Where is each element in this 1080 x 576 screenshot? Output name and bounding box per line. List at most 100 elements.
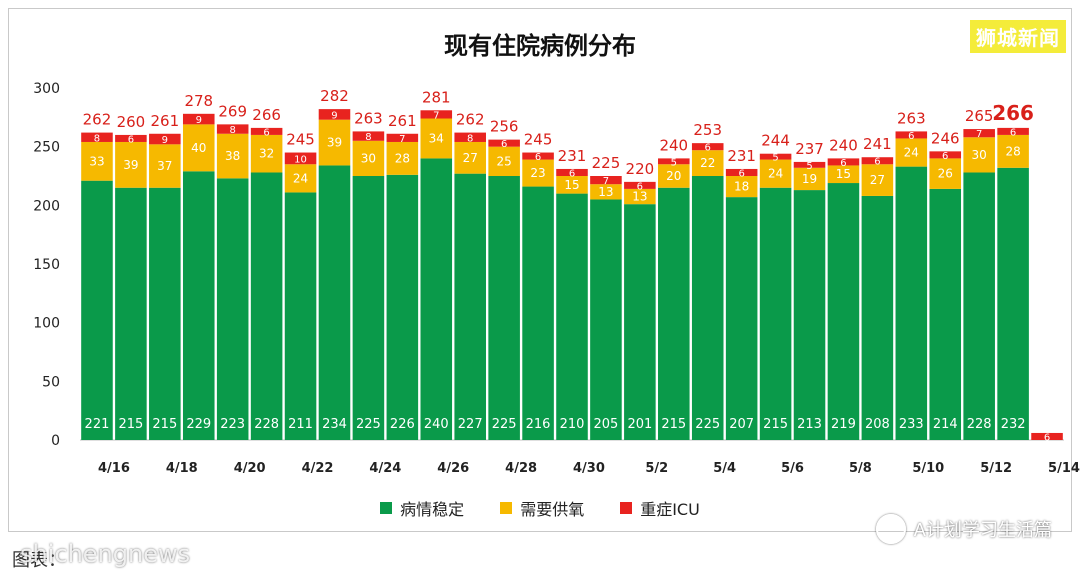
bar-label-icu: 6 [1044,432,1050,443]
bar-label-stable: 216 [526,417,551,432]
bar-segment-stable [759,187,792,440]
bar-total-label: 265 [965,107,994,125]
x-tick-label: 4/26 [437,461,469,476]
bar-total-label: 240 [829,136,858,154]
bar-segment-stable [861,195,894,440]
bar-total-label: 266 [252,106,281,124]
bar-total-label: 240 [659,136,688,154]
y-tick-label: 200 [33,198,60,214]
bar-segment-oxygen [895,138,928,167]
bar-total-label: 260 [117,113,146,131]
bar-total-label: 281 [422,88,451,106]
bar-label-stable: 210 [560,417,585,432]
bar-segment-stable [658,187,690,440]
bar-segment-icu [182,113,215,125]
y-tick-label: 150 [33,257,60,273]
y-tick-label: 50 [42,374,60,390]
bar-label-icu: 6 [637,181,643,192]
bar-label-icu: 6 [738,168,744,179]
x-tick-label: 5/4 [713,461,736,476]
bar-segment-oxygen [522,159,554,187]
watermark-site: shichengnews [20,540,191,568]
bar-segment-icu [759,153,792,160]
bar-label-oxygen: 13 [632,190,647,204]
bar-segment-stable [318,165,351,440]
bar-label-icu: 6 [535,152,541,163]
bar-segment-icu [658,158,690,165]
bar-total-label: 278 [184,92,213,110]
bar-label-oxygen: 22 [700,156,715,170]
bar-label-stable: 201 [627,417,652,432]
bar-label-stable: 215 [661,417,686,432]
bar-segment-oxygen [556,176,588,194]
bar-label-oxygen: 24 [904,146,919,160]
bar-segment-oxygen [284,164,317,193]
bar-segment-icu [352,131,385,141]
x-tick-label: 5/2 [645,461,668,476]
bar-segment-icu [997,127,1029,135]
bar-segment-icu [793,161,826,168]
bar-segment-oxygen [861,164,894,196]
bar-label-oxygen: 34 [429,131,444,145]
bar-label-stable: 213 [797,417,822,432]
bar-segment-icu [250,127,283,135]
bar-segment-icu [216,124,249,134]
bar-label-stable: 233 [899,417,924,432]
x-tick-label: 4/18 [166,461,198,476]
y-tick-label: 250 [33,140,60,156]
bar-label-oxygen: 38 [225,149,240,163]
bar-label-stable: 208 [865,417,890,432]
bar-segment-oxygen [149,144,181,188]
legend-swatch-stable [380,502,393,514]
bar-segment-oxygen [997,134,1029,168]
bar-segment-icu [420,110,453,119]
bar-total-label: 246 [931,129,960,147]
bar-label-icu: 5 [671,157,677,168]
x-tick-label: 4/20 [234,461,266,476]
bar-label-icu: 6 [840,158,846,169]
bar-segment-oxygen [793,167,826,191]
bar-label-oxygen: 15 [836,167,851,181]
bar-total-label: 262 [456,111,485,129]
bar-total-label: 282 [320,87,349,105]
bar-label-oxygen: 23 [530,166,545,180]
bar-label-stable: 221 [85,417,110,432]
bar-label-oxygen: 27 [463,151,478,165]
bar-segment-icu [115,134,147,142]
bar-total-label: 225 [592,154,621,172]
bar-label-stable: 229 [186,417,211,432]
bar-segment-stable [488,176,520,440]
bar-total-label: 245 [524,131,553,149]
bar-label-stable: 228 [967,417,992,432]
bar-label-stable: 225 [356,417,381,432]
bar-segment-icu [284,152,317,165]
bar-segment-stable [250,172,283,441]
bar-label-stable: 232 [1001,417,1026,432]
bar-segment-icu [861,157,894,165]
bar-label-icu: 6 [874,157,880,168]
bar-segment-icu [149,133,181,145]
bar-label-icu: 7 [433,110,439,121]
x-tick-label: 4/28 [505,461,537,476]
x-tick-label: 4/16 [98,461,130,476]
bar-segment-oxygen [691,150,724,176]
legend-label-oxygen: 需要供氧 [520,500,585,519]
bar-segment-icu [691,143,724,151]
bar-label-oxygen: 24 [293,171,308,185]
bar-label-icu: 6 [942,151,948,162]
bar-segment-stable [216,178,249,440]
bar-label-stable: 219 [831,417,856,432]
x-tick-label: 5/10 [912,461,944,476]
bar-segment-icu [522,152,554,160]
bar-segment-oxygen [759,159,792,188]
bar-label-oxygen: 39 [123,158,138,172]
bar-total-label: 231 [727,147,756,165]
wechat-watermark: A计划学习生活篇 [875,514,1052,544]
bar-segment-stable [454,173,486,441]
bar-segment-oxygen [590,184,622,200]
bar-segment-stable [182,171,215,440]
bar-segment-stable [691,176,724,440]
bar-segment-oxygen [115,141,147,188]
source-label: 图表： [12,550,66,571]
bar-label-stable: 225 [492,417,517,432]
